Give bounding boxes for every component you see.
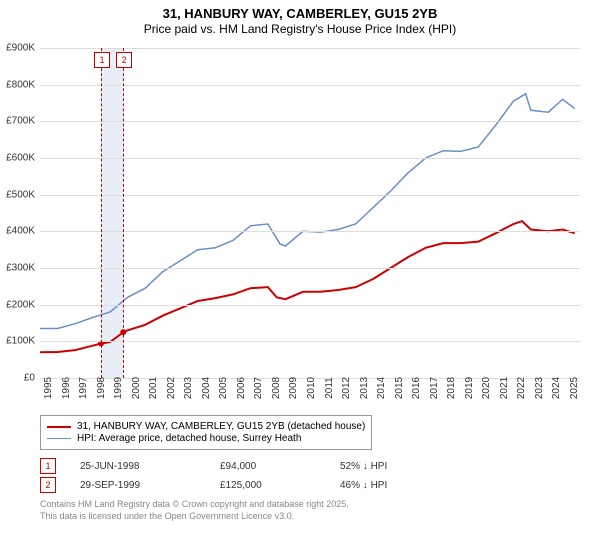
x-tick-label: 2013 <box>359 377 370 399</box>
marker-line <box>101 48 102 378</box>
sale-price: £125,000 <box>220 480 340 491</box>
x-tick-label: 1997 <box>78 377 89 399</box>
x-tick-label: 2022 <box>516 377 527 399</box>
gridline <box>40 158 580 159</box>
gridline <box>40 231 580 232</box>
chart-svg <box>40 48 580 378</box>
y-tick-label: £700K <box>6 116 35 127</box>
x-tick-label: 1999 <box>113 377 124 399</box>
x-tick-label: 2003 <box>183 377 194 399</box>
x-tick-label: 1995 <box>43 377 54 399</box>
gridline <box>40 195 580 196</box>
gridline <box>40 121 580 122</box>
x-tick-label: 2002 <box>166 377 177 399</box>
legend-swatch-hpi <box>47 438 71 440</box>
x-tick-label: 2001 <box>148 377 159 399</box>
x-tick-label: 2008 <box>271 377 282 399</box>
x-tick-label: 2012 <box>341 377 352 399</box>
x-tick-label: 2015 <box>394 377 405 399</box>
y-tick-label: £200K <box>6 299 35 310</box>
legend-label-hpi: HPI: Average price, detached house, Surr… <box>77 433 301 444</box>
chart-container: 31, HANBURY WAY, CAMBERLEY, GU15 2YB Pri… <box>0 0 600 560</box>
x-tick-label: 1998 <box>96 377 107 399</box>
sale-date: 25-JUN-1998 <box>80 461 220 472</box>
sale-row: 2 29-SEP-1999£125,00046% ↓ HPI <box>40 477 580 493</box>
legend-label-price-paid: 31, HANBURY WAY, CAMBERLEY, GU15 2YB (de… <box>77 421 365 432</box>
sale-rows: 1 25-JUN-1998£94,00052% ↓ HPI 2 29-SEP-1999… <box>40 458 580 493</box>
title-block: 31, HANBURY WAY, CAMBERLEY, GU15 2YB Pri… <box>0 0 600 36</box>
x-tick-label: 2024 <box>551 377 562 399</box>
sale-number-box: 1 <box>40 458 56 474</box>
x-tick-label: 2005 <box>218 377 229 399</box>
sale-row: 1 25-JUN-1998£94,00052% ↓ HPI <box>40 458 580 474</box>
marker-line <box>123 48 124 378</box>
marker-number-box: 1 <box>94 52 110 68</box>
legend-box: 31, HANBURY WAY, CAMBERLEY, GU15 2YB (de… <box>40 415 372 450</box>
sale-number-box: 2 <box>40 477 56 493</box>
marker-number-box: 2 <box>116 52 132 68</box>
series-hpi <box>40 94 575 329</box>
title-address: 31, HANBURY WAY, CAMBERLEY, GU15 2YB <box>0 6 600 21</box>
sale-price: £94,000 <box>220 461 340 472</box>
x-tick-label: 2016 <box>411 377 422 399</box>
gridline <box>40 85 580 86</box>
legend-block: 31, HANBURY WAY, CAMBERLEY, GU15 2YB (de… <box>40 415 580 522</box>
legend-swatch-price-paid <box>47 426 71 428</box>
footer-line1: Contains HM Land Registry data © Crown c… <box>40 499 580 511</box>
x-tick-label: 2007 <box>253 377 264 399</box>
y-tick-label: £800K <box>6 79 35 90</box>
x-tick-label: 2020 <box>481 377 492 399</box>
sale-delta: 52% ↓ HPI <box>340 461 460 472</box>
footer-text: Contains HM Land Registry data © Crown c… <box>40 499 580 522</box>
x-tick-label: 2006 <box>236 377 247 399</box>
y-tick-label: £100K <box>6 336 35 347</box>
y-tick-label: £900K <box>6 43 35 54</box>
x-tick-label: 2017 <box>429 377 440 399</box>
y-tick-label: £500K <box>6 189 35 200</box>
gridline <box>40 305 580 306</box>
x-tick-label: 2000 <box>131 377 142 399</box>
legend-row-price-paid: 31, HANBURY WAY, CAMBERLEY, GU15 2YB (de… <box>47 421 365 432</box>
x-tick-label: 2018 <box>446 377 457 399</box>
x-tick-label: 2004 <box>201 377 212 399</box>
x-tick-label: 2014 <box>376 377 387 399</box>
gridline <box>40 268 580 269</box>
x-tick-label: 2009 <box>288 377 299 399</box>
gridline <box>40 341 580 342</box>
sale-delta: 46% ↓ HPI <box>340 480 460 491</box>
plot-area: £0£100K£200K£300K£400K£500K£600K£700K£80… <box>40 48 580 379</box>
x-tick-label: 2011 <box>324 377 335 399</box>
y-tick-label: £300K <box>6 263 35 274</box>
x-tick-label: 2021 <box>499 377 510 399</box>
x-tick-label: 2023 <box>534 377 545 399</box>
x-tick-label: 2010 <box>306 377 317 399</box>
y-tick-label: £400K <box>6 226 35 237</box>
legend-row-hpi: HPI: Average price, detached house, Surr… <box>47 433 365 444</box>
y-tick-label: £0 <box>24 373 35 384</box>
title-subtitle: Price paid vs. HM Land Registry's House … <box>0 22 600 36</box>
series-price_paid <box>40 221 575 352</box>
x-tick-label: 1996 <box>61 377 72 399</box>
x-tick-label: 2019 <box>464 377 475 399</box>
y-tick-label: £600K <box>6 153 35 164</box>
footer-line2: This data is licensed under the Open Gov… <box>40 511 580 523</box>
x-tick-label: 2025 <box>569 377 580 399</box>
gridline <box>40 48 580 49</box>
sale-date: 29-SEP-1999 <box>80 480 220 491</box>
